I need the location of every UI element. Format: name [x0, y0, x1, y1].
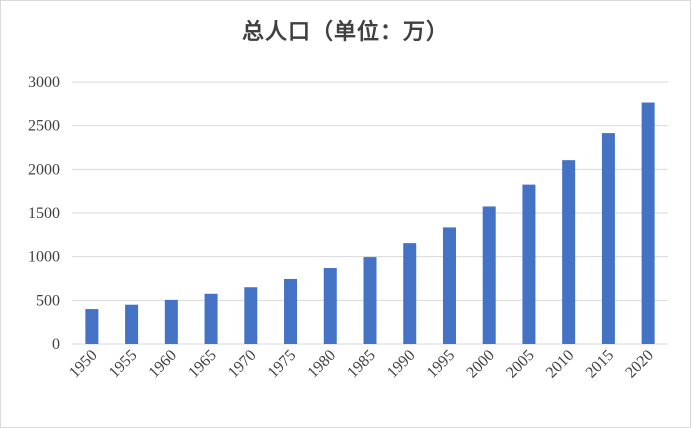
bar: [522, 184, 536, 344]
x-tick-label: 1970: [225, 347, 260, 382]
x-tick-label: 1980: [304, 347, 339, 382]
x-tick-label: 1995: [424, 347, 459, 382]
x-tick-label: 1960: [146, 347, 181, 382]
x-tick-label: 2010: [543, 347, 578, 382]
bar: [641, 102, 655, 344]
y-tick-label: 1500: [28, 205, 60, 222]
bar: [601, 133, 615, 344]
x-tick-label: 1985: [344, 347, 379, 382]
x-tick-label: 2015: [583, 347, 618, 382]
x-tick-label: 1975: [265, 347, 300, 382]
x-tick-label: 1965: [185, 347, 220, 382]
bar: [562, 160, 576, 344]
y-tick-label: 500: [36, 292, 60, 309]
bar: [403, 243, 417, 344]
y-tick-label: 2500: [28, 118, 60, 135]
bars: [85, 102, 655, 344]
x-tick-label: 1990: [384, 347, 419, 382]
bar: [204, 293, 218, 344]
bar: [323, 268, 337, 344]
x-axis: 1950 1955 1960 1965 1970 1975 1980 1985 1990 1995…: [66, 347, 657, 382]
bar: [363, 257, 377, 344]
bar: [284, 278, 298, 344]
x-tick-label: 1955: [106, 347, 141, 382]
chart-title: 总人口（单位：万）: [241, 19, 449, 45]
y-axis: 0 500 1000 1500 2000 2500 3000: [28, 74, 60, 353]
y-tick-label: 2000: [28, 161, 60, 178]
x-tick-label: 2020: [622, 347, 657, 382]
y-tick-label: 1000: [28, 249, 60, 266]
x-tick-label: 2005: [503, 347, 538, 382]
y-tick-label: 3000: [28, 74, 60, 91]
bar: [244, 287, 258, 344]
bar: [125, 304, 139, 344]
x-tick-label: 1950: [66, 347, 101, 382]
bar: [164, 299, 178, 344]
bar: [442, 227, 456, 344]
bar: [482, 206, 496, 344]
y-tick-label: 0: [52, 336, 60, 353]
bar: [85, 309, 99, 344]
x-tick-label: 2000: [463, 347, 498, 382]
